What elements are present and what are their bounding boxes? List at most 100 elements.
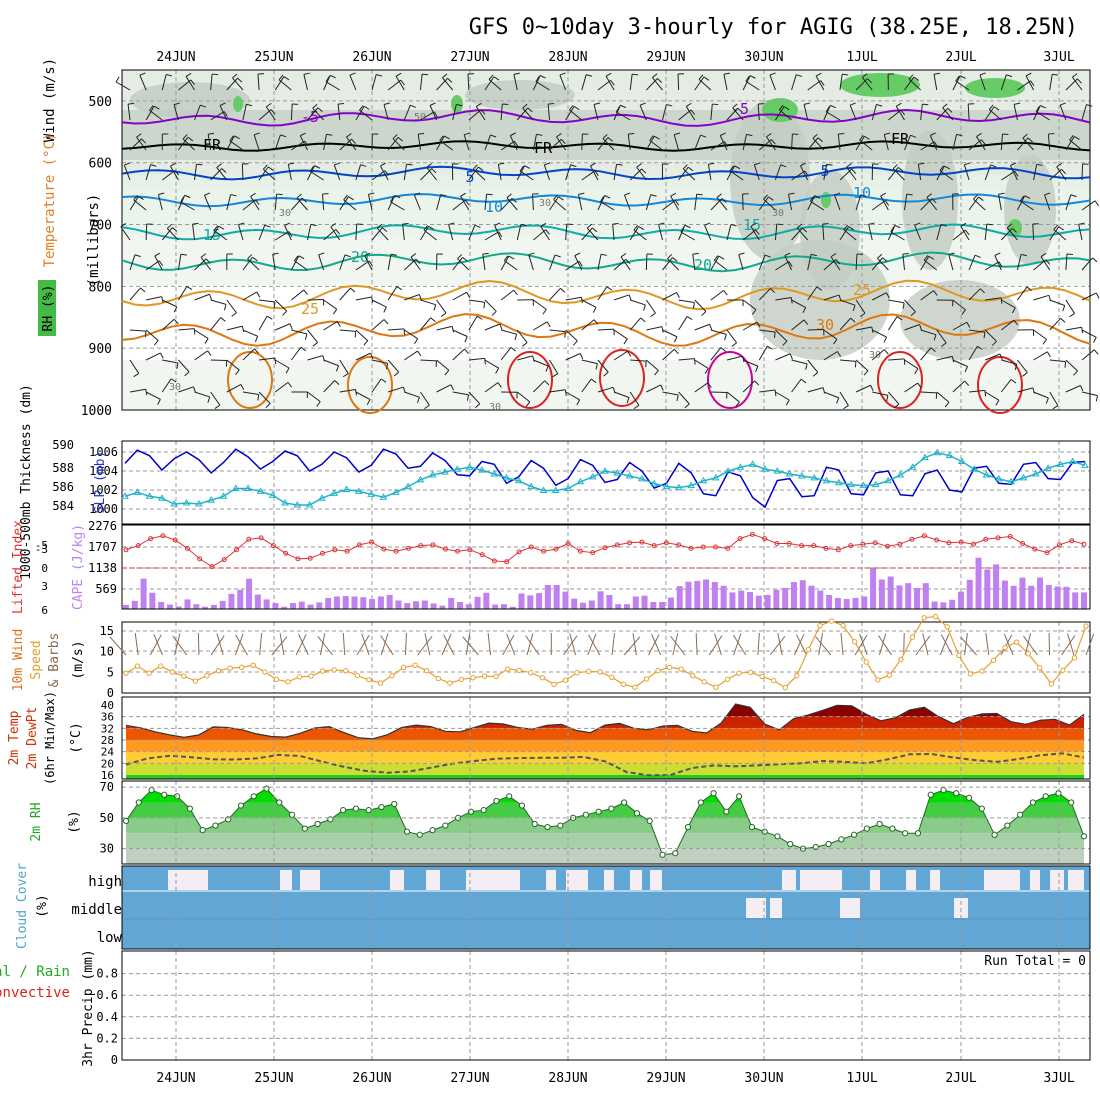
wind-barb-flag xyxy=(1060,317,1066,323)
cape-bar xyxy=(703,579,710,609)
wind-barb xyxy=(467,73,470,91)
wind-speed-point xyxy=(747,669,754,676)
wind-barb xyxy=(963,164,970,181)
rh-point xyxy=(365,807,372,814)
lifted-index-axis-label: Lifted Index xyxy=(11,520,26,614)
lifted-index-point xyxy=(528,544,534,550)
wind-barb xyxy=(923,259,938,271)
wind-barb xyxy=(878,633,887,656)
wind-barb xyxy=(649,139,663,151)
wind-barb-flag xyxy=(661,326,664,333)
thickness-point xyxy=(182,499,191,506)
wind-barb xyxy=(516,329,528,343)
lifted-index-point xyxy=(234,547,240,553)
wind-barb xyxy=(420,299,436,306)
wind-barb xyxy=(952,359,968,367)
wind-barb xyxy=(1017,286,1028,301)
wind-barb xyxy=(807,137,819,151)
wind-barb xyxy=(484,323,501,331)
wind-barb-flag xyxy=(180,196,185,203)
wind-barb xyxy=(441,633,452,656)
wind-barb-flag xyxy=(497,382,502,388)
wind-barb-flag xyxy=(246,103,253,107)
wind-barb-flag xyxy=(605,72,612,77)
wind-barb xyxy=(695,632,698,656)
wind-speed-point xyxy=(956,652,962,659)
wind-barb-flag xyxy=(716,193,722,198)
wind-barb-flag xyxy=(965,229,970,236)
wind-barb-flag xyxy=(1045,259,1051,265)
wind-barb xyxy=(136,136,147,151)
temp-axis-label-1: 2m Temp xyxy=(7,710,22,765)
wind-barb-flag xyxy=(676,292,680,299)
wind-barb-flag xyxy=(578,261,583,267)
rh-contour-label: 50 xyxy=(414,112,426,123)
wind-barb-flag xyxy=(368,260,373,267)
lifted-index-point xyxy=(713,544,719,550)
wind-barb xyxy=(710,289,724,301)
wind-barb xyxy=(129,359,140,374)
wind-barb-flag xyxy=(931,198,937,204)
lifted-index-point xyxy=(197,556,203,562)
wind-barb xyxy=(436,194,442,211)
lifted-index-point xyxy=(577,548,583,554)
date-label: 3JUL xyxy=(1043,50,1074,65)
wind-barb xyxy=(757,104,760,121)
wind-barb-flag xyxy=(230,193,237,197)
rh-point xyxy=(391,800,398,808)
wind-barb-flag xyxy=(654,135,660,140)
wind-barb xyxy=(597,79,612,91)
wind-barb-flag xyxy=(254,348,259,354)
wind-barb xyxy=(484,194,488,211)
wind-barb-flag xyxy=(843,405,849,410)
wind-barb xyxy=(553,199,566,211)
wind-barb-flag xyxy=(464,336,468,343)
cape-bar xyxy=(588,600,595,609)
wind-barb xyxy=(1081,391,1098,397)
wind-barb-flag xyxy=(649,135,654,141)
dewpoint-line xyxy=(125,752,1085,777)
wind-barb-flag xyxy=(850,317,856,323)
cape-bar xyxy=(518,593,525,609)
wind-barb xyxy=(1025,75,1035,91)
cloud-high-gap xyxy=(650,870,662,890)
wind-barb-flag xyxy=(880,192,887,197)
wind-barb xyxy=(274,231,290,241)
wind-barb-flag xyxy=(303,289,308,295)
wind-barb-flag xyxy=(457,254,463,260)
wind-speed-point xyxy=(215,667,222,674)
wind-barb xyxy=(791,359,808,365)
wind-barb xyxy=(166,228,179,241)
rh-point xyxy=(876,820,883,828)
wind-barb-flag xyxy=(579,353,584,360)
wind-barb-flag xyxy=(859,312,866,318)
wind-barb-flag xyxy=(1094,200,1099,207)
wind-barb-flag xyxy=(522,342,528,347)
wind-barb-flag xyxy=(977,345,983,350)
cape-bar xyxy=(571,598,578,609)
wind-barb xyxy=(549,196,559,211)
wind-barb xyxy=(210,299,227,305)
wind-barb xyxy=(355,296,372,301)
wind-barb xyxy=(242,291,258,301)
wind-barb-flag xyxy=(383,306,387,313)
wind-barb-flag xyxy=(933,334,937,341)
wind-barb-flag xyxy=(1069,134,1074,141)
wind-barb xyxy=(162,359,179,364)
cape-bar xyxy=(228,593,235,609)
thickness-point xyxy=(625,471,634,479)
wind-barb-flag xyxy=(396,286,403,291)
wind-barb-flag xyxy=(687,166,694,172)
wind-speed-point xyxy=(713,684,719,690)
wind-barb-flag xyxy=(803,102,811,105)
wind-barb-flag xyxy=(1052,73,1059,76)
cape-bar xyxy=(325,597,332,609)
wind-speed-point xyxy=(609,674,615,680)
wind-barb-flag xyxy=(237,77,243,83)
temp-line xyxy=(125,703,1085,740)
wind-barb-flag xyxy=(686,102,692,107)
cape-bar xyxy=(210,604,217,609)
wind-barb-flag xyxy=(830,252,837,258)
date-label: 1JUL xyxy=(846,1071,877,1086)
wind-barb xyxy=(404,329,418,340)
